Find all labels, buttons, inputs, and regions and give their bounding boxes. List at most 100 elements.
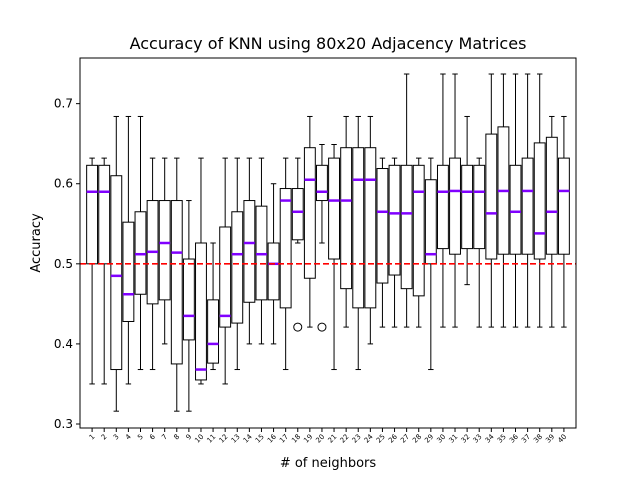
x-tick-label: 21 [326,433,338,445]
x-tick-label: 30 [435,433,447,445]
x-axis: 1 2 3 4 5 6 7 8 9 10 11 12 13 14 15 16 17 18 19 20 21 22 23 24 2… [88,428,568,445]
x-tick-label: 13 [230,433,242,445]
x-tick-label: 9 [184,433,193,442]
iqr-box [267,242,280,301]
boxes-group [86,73,570,412]
y-tick-label: 0.4 [54,337,73,351]
x-tick-label: 11 [206,433,218,445]
x-tick-label: 20 [314,433,326,445]
box-22 [340,115,353,328]
box-24 [364,115,377,345]
iqr-box [449,157,461,255]
box-17 [279,157,292,371]
box-10 [195,157,207,385]
box-30 [436,73,449,328]
iqr-box [461,164,474,250]
iqr-box [195,242,207,381]
box-31 [449,73,461,328]
iqr-box [340,147,353,290]
box-9 [182,200,195,412]
iqr-box [86,164,99,265]
box-14 [243,157,256,345]
y-tick-label: 0.7 [54,97,73,111]
box-20 [316,143,328,332]
iqr-box [316,164,328,202]
iqr-box [364,147,377,309]
box-4 [122,115,135,385]
x-tick-label: 25 [375,433,387,445]
y-tick-label: 0.6 [54,177,73,191]
box-19 [303,115,316,328]
box-36 [509,73,522,328]
x-tick-label: 36 [508,432,520,444]
x-tick-label: 35 [496,433,508,445]
box-1 [86,157,99,385]
y-tick-label: 0.3 [54,417,73,431]
x-tick-label: 26 [387,432,399,444]
iqr-box [110,175,123,371]
box-34 [485,73,498,328]
box-33 [473,157,486,328]
x-tick-label: 1 [88,433,97,442]
x-tick-label: 2 [100,433,109,442]
x-tick-label: 16 [266,432,278,444]
box-35 [497,73,510,328]
x-tick-label: 12 [218,433,230,445]
iqr-box [545,136,558,255]
x-axis-label: # of neighbors [280,456,377,471]
x-tick-label: 27 [399,433,411,445]
x-tick-label: 32 [460,433,472,445]
iqr-box [219,226,232,328]
x-tick-label: 33 [472,433,484,445]
y-axis-label: Accuracy [29,213,44,273]
iqr-box [533,142,546,260]
iqr-box [291,188,304,241]
box-27 [400,73,413,328]
box-25 [376,157,389,328]
box-18 [291,157,304,332]
x-tick-label: 29 [423,433,435,445]
iqr-box [170,200,183,365]
x-tick-label: 14 [242,432,254,444]
x-tick-label: 38 [532,433,544,445]
x-tick-label: 23 [351,433,363,445]
box-6 [146,157,159,371]
iqr-box [485,133,498,260]
x-tick-label: 7 [160,433,169,442]
x-tick-label: 40 [556,433,568,445]
iqr-box [473,164,486,250]
x-tick-label: 34 [484,432,496,444]
x-tick-label: 15 [254,433,266,445]
iqr-box [436,164,449,250]
x-tick-label: 5 [136,433,145,442]
box-2 [98,157,111,385]
iqr-box [412,164,425,297]
box-3 [110,115,123,412]
box-8 [170,157,183,412]
outlier-point [293,322,303,332]
iqr-box [98,164,111,265]
box-28 [412,157,425,328]
iqr-box [158,200,171,301]
box-5 [134,115,147,371]
iqr-box [388,164,401,276]
plot-frame [79,57,577,429]
box-13 [231,157,244,371]
iqr-box [207,299,220,364]
box-38 [533,73,546,328]
box-37 [521,73,534,328]
iqr-box [328,157,340,260]
iqr-box [424,179,437,265]
iqr-box [521,157,534,255]
iqr-box [243,200,256,303]
iqr-box [376,168,389,284]
box-40 [557,115,570,328]
box-12 [219,157,232,385]
iqr-box [231,211,244,324]
y-tick-label: 0.5 [54,257,73,271]
iqr-box [352,147,365,309]
x-tick-label: 17 [278,433,290,445]
x-tick-label: 37 [520,433,532,445]
box-29 [424,157,437,371]
